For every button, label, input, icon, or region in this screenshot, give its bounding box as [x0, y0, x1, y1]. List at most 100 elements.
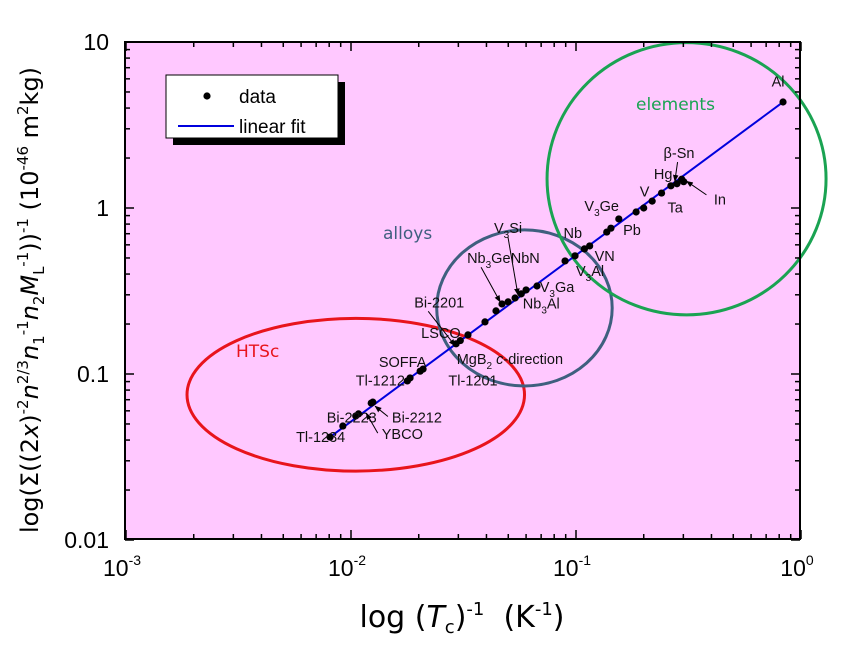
data-point [607, 224, 615, 232]
data-point [481, 318, 489, 326]
data-point [632, 208, 640, 216]
annotation-pb: Pb [623, 223, 641, 239]
group-label-elements: elements [636, 95, 715, 115]
y-tick-label: 0.01 [64, 527, 109, 553]
x-tick-exp: 0 [806, 552, 814, 568]
x-tick-label: 10-3 [103, 552, 141, 581]
data-point [522, 286, 530, 294]
annotation-arrow-bi2212 [374, 405, 389, 417]
y-title-part: x [16, 423, 44, 439]
annotation-part: Al [547, 297, 560, 313]
annotation-part: 3 [504, 230, 510, 241]
x-tick-base: 10 [780, 555, 806, 581]
x-title-units-close: ) [553, 600, 565, 635]
data-point [464, 331, 472, 339]
legend-label-fit: linear fit [239, 117, 306, 138]
x-title-var: T [426, 600, 447, 635]
annotation-part: c [496, 352, 504, 368]
annotation-part: V [540, 280, 550, 296]
data-point [354, 410, 363, 418]
annotation-nb: Nb [564, 226, 583, 242]
data-point [419, 365, 427, 373]
annotation-arrow-nb3ge [480, 266, 501, 303]
x-tick-exp: -2 [354, 552, 367, 568]
group-ellipse-htsc [185, 316, 527, 473]
annotation-nb3al: Nb3Al [523, 297, 560, 317]
data-point [571, 252, 579, 260]
y-title-part: n [16, 345, 44, 360]
annotation-part: -direction [503, 352, 563, 368]
data-point [779, 98, 787, 106]
annotation-part: 3 [549, 289, 555, 300]
y-title-part: )) [16, 233, 44, 252]
annotation-vn: VN [595, 249, 615, 265]
annotation-part: YBCO [382, 427, 423, 443]
annotation-arrow-v3si [507, 237, 520, 296]
annotation-mgb2: MgB2 c-direction [457, 352, 563, 372]
data-point [640, 204, 648, 212]
x-tick-base: 10 [553, 555, 579, 581]
annotation-tl1212: Tl-1212 [356, 374, 405, 390]
y-title-part: n [16, 384, 44, 399]
annotation-part: 2 [487, 361, 493, 372]
y-title-part: L [30, 266, 48, 275]
annotation-bsn: β-Sn [664, 146, 695, 162]
group-ellipse-alloys [435, 228, 614, 388]
x-title-sub: c [445, 617, 455, 638]
annotation-bi2201: Bi-2201 [414, 295, 464, 311]
annotation-part: 3 [486, 260, 492, 271]
y-title-part: 2/3 [14, 360, 32, 384]
annotation-v3al: V3Al [576, 264, 604, 284]
annotation-part: Pb [623, 223, 641, 239]
annotation-nbn: NbN [511, 251, 540, 267]
axes [124, 41, 801, 540]
data-point [339, 422, 347, 430]
y-title-part: log(Σ((2 [16, 438, 44, 533]
annotation-v3ga: V3Ga [540, 280, 576, 300]
y-title-part: 2 [30, 296, 48, 306]
data-point [326, 433, 334, 441]
annotation-part: Bi-2201 [414, 295, 464, 311]
annotation-part: Si [509, 221, 522, 237]
legend-box [165, 74, 339, 139]
annotation-arrow-in [685, 180, 707, 196]
data-point [492, 307, 500, 315]
annotation-part: In [714, 192, 726, 208]
x-tick-label: 10-1 [553, 552, 591, 581]
annotation-part: Ta [667, 200, 683, 216]
y-title-part: -2 [14, 399, 32, 414]
annotation-v3ge: V3Ge [584, 199, 619, 219]
annotation-nb3ge: Nb3Ge [467, 251, 510, 271]
data-points [326, 98, 787, 441]
data-point [615, 215, 623, 223]
legend-label-data: data [239, 87, 276, 108]
annotation-part: VN [595, 249, 615, 265]
annotation-part: Ge [600, 199, 619, 215]
y-title-part: -46 [14, 146, 32, 171]
y-axis-title: log(Σ((2x)-2n2/3n1-1n2ML-1))-1 (10-46 m2… [14, 67, 48, 533]
group-label-alloys: alloys [383, 224, 432, 244]
annotation-part: Al [591, 264, 604, 280]
ticks [125, 41, 802, 541]
annotation-part: Tl-1234 [296, 430, 345, 446]
y-title-part: -1 [14, 218, 32, 233]
annotation-v: V [640, 185, 650, 201]
data-point [511, 294, 519, 302]
data-point [667, 182, 675, 190]
x-title-units-open: (K [484, 600, 536, 635]
y-title-part: -1 [14, 252, 32, 267]
annotation-part: Nb [523, 297, 542, 313]
legend-marker-data [203, 92, 211, 100]
x-tick-label: 100 [780, 552, 814, 581]
annotations: Alβ-SnHgInTaVV3GePbNbVNV3AlV3GaNb3AlV3Si… [296, 74, 784, 445]
annotation-bi2223: Bi-2223 [327, 411, 377, 427]
annotation-ybco: YBCO [382, 427, 423, 443]
annotation-al: Al [772, 74, 785, 90]
x-tick-base: 10 [328, 555, 354, 581]
x-title-prefix: log ( [359, 600, 426, 635]
data-point [561, 257, 569, 265]
annotation-part: MgB [457, 352, 487, 368]
annotation-part: 3 [594, 208, 600, 219]
data-point [586, 242, 594, 250]
